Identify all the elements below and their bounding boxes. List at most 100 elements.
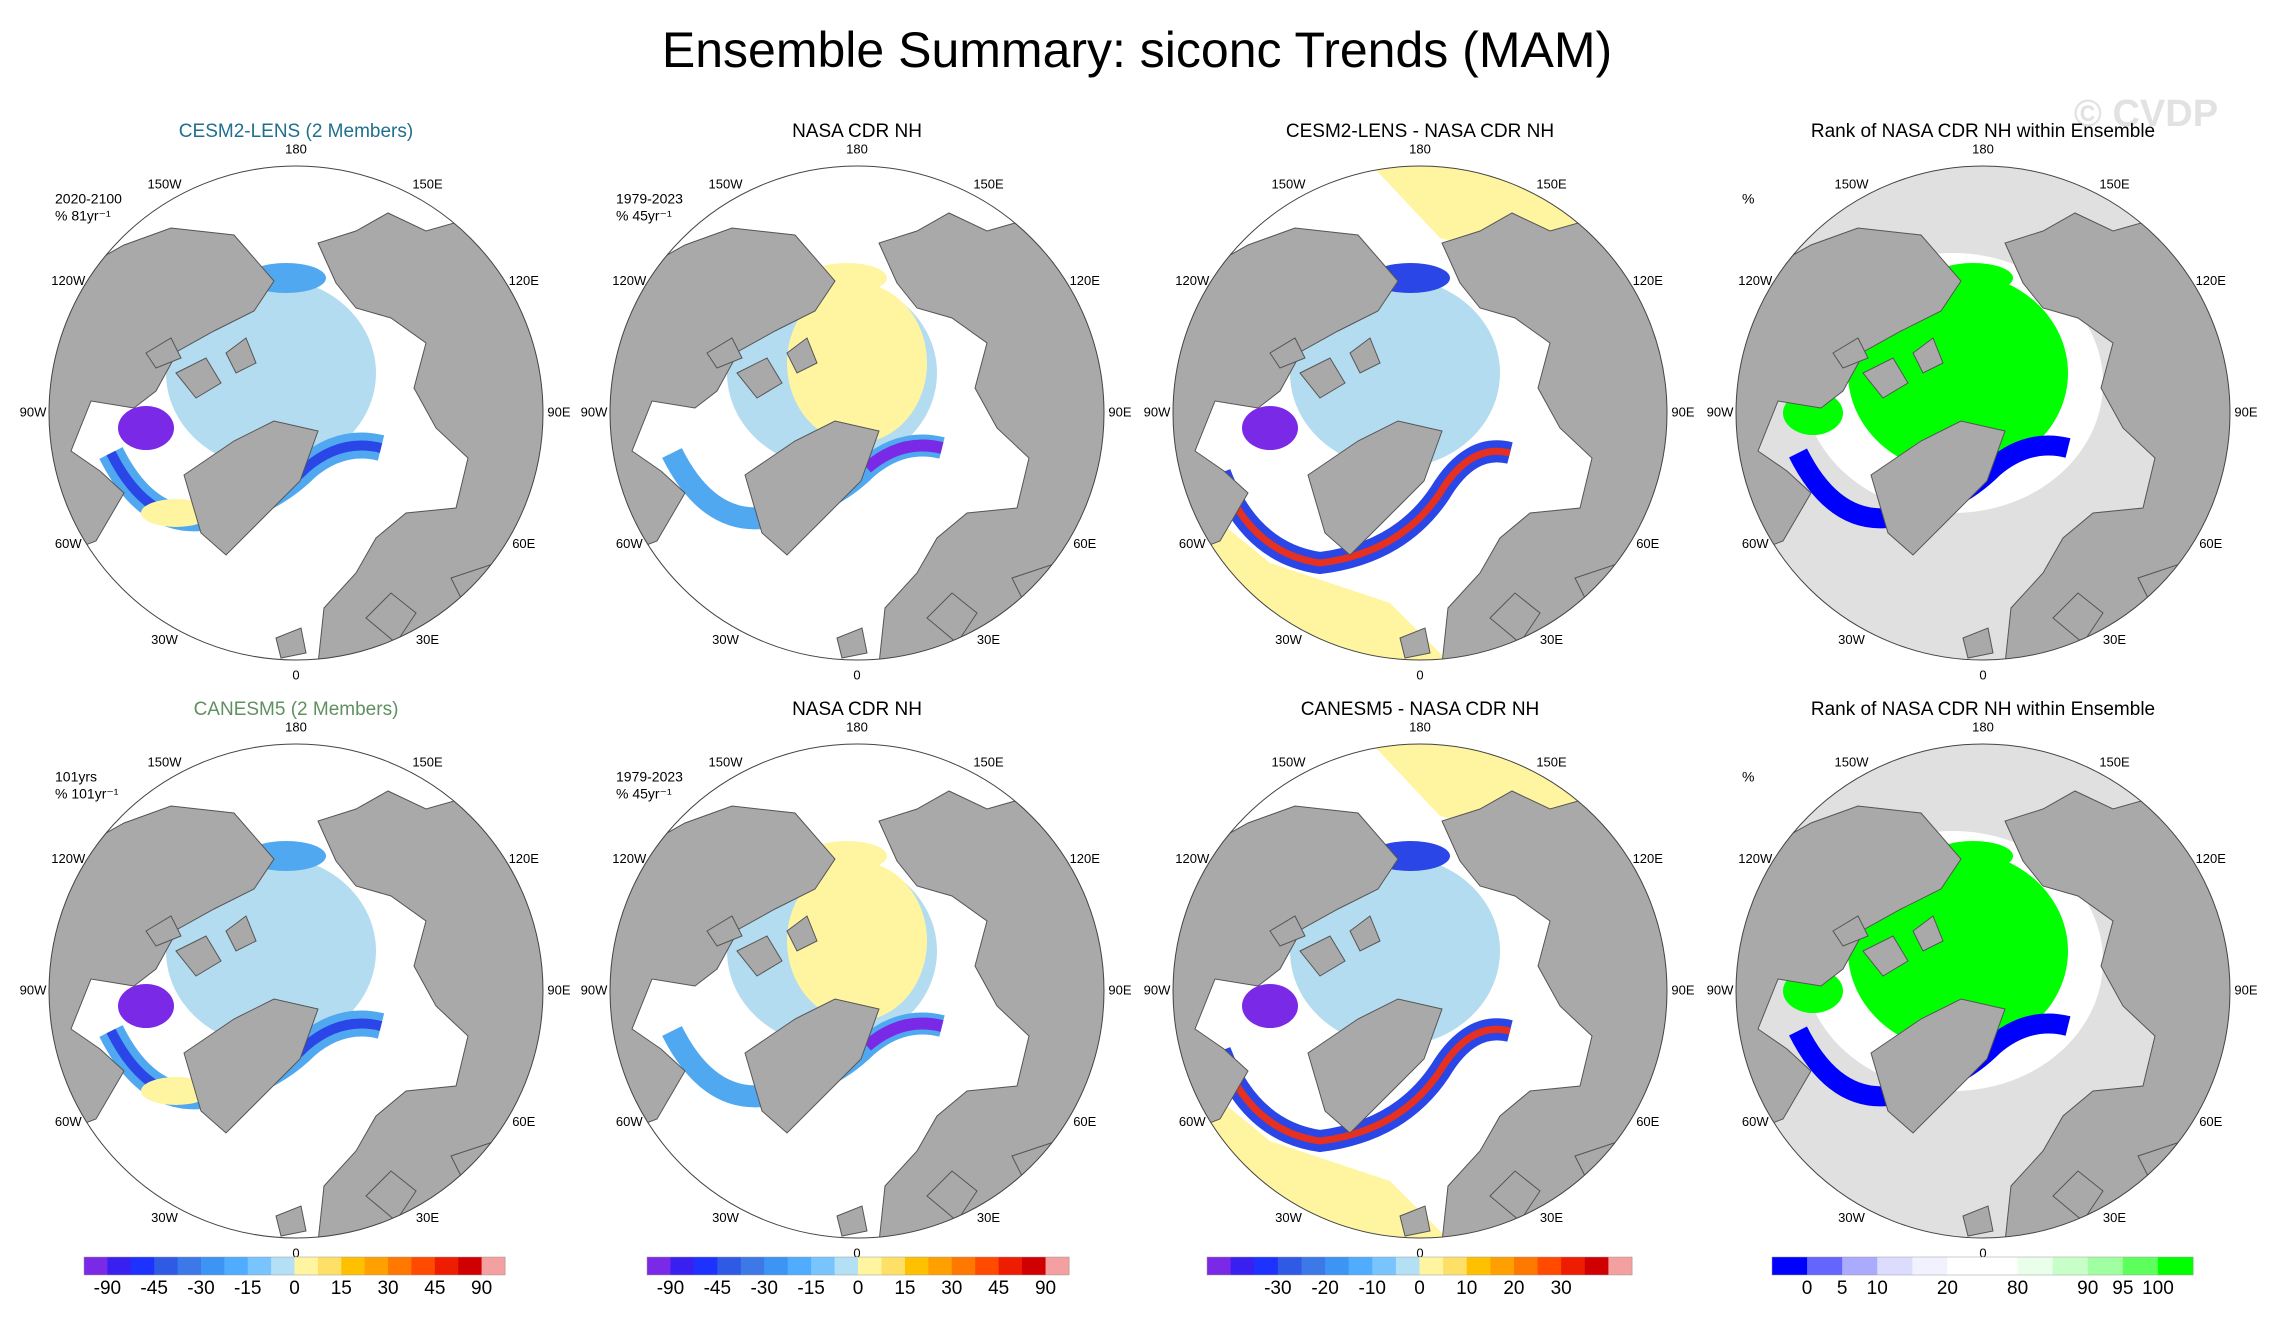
longitude-label: 120W bbox=[1738, 273, 1773, 288]
longitude-label: 120E bbox=[1633, 273, 1664, 288]
longitude-label: 150E bbox=[1536, 177, 1567, 192]
colorbar-tick-label: 90 bbox=[1035, 1278, 1056, 1299]
colorbar-tick-label: -45 bbox=[704, 1278, 731, 1299]
colorbar-box bbox=[2122, 1257, 2159, 1275]
colorbar-tick-label: -15 bbox=[797, 1278, 824, 1299]
longitude-label: 30E bbox=[977, 1210, 1000, 1225]
colorbar-frame bbox=[646, 1256, 1070, 1276]
colorbar-box bbox=[740, 1257, 765, 1275]
colorbar-tick-label: -20 bbox=[1311, 1278, 1338, 1299]
longitude-label: 180 bbox=[1409, 719, 1431, 734]
colorbar-tick-label: 95 bbox=[2112, 1278, 2133, 1299]
map-border bbox=[1735, 165, 2231, 661]
longitude-label: 60W bbox=[1742, 536, 1769, 551]
longitude-label: 120E bbox=[1633, 851, 1664, 866]
map-border bbox=[1735, 743, 2231, 1239]
colorbar-box bbox=[1207, 1257, 1232, 1275]
longitude-label: 90W bbox=[581, 982, 608, 997]
longitude-label: 180 bbox=[1972, 719, 1994, 734]
colorbar-box bbox=[1912, 1257, 1948, 1275]
colorbar-box bbox=[1772, 1257, 1808, 1275]
colorbar-tick-label: 15 bbox=[331, 1278, 352, 1299]
colorbar-tick-label: 0 bbox=[853, 1278, 864, 1299]
longitude-label: 60E bbox=[1073, 536, 1096, 551]
colorbar-box bbox=[1348, 1257, 1373, 1275]
colorbar-tick-label: -90 bbox=[657, 1278, 684, 1299]
panel-annotation: 1979-2023 bbox=[616, 769, 683, 785]
colorbar-tick-label: 20 bbox=[1503, 1278, 1524, 1299]
colorbar-box bbox=[1561, 1257, 1586, 1275]
longitude-label: 90W bbox=[1707, 404, 1734, 419]
colorbar-box bbox=[1877, 1257, 1913, 1275]
longitude-label: 120E bbox=[509, 273, 540, 288]
colorbar-box bbox=[1537, 1257, 1562, 1275]
longitude-label: 60E bbox=[2199, 1114, 2222, 1129]
colorbar-box bbox=[717, 1257, 742, 1275]
colorbar-box bbox=[1513, 1257, 1539, 1275]
longitude-label: 30W bbox=[1838, 1210, 1865, 1225]
longitude-label: 60W bbox=[1179, 1114, 1206, 1129]
longitude-label: 150E bbox=[2099, 755, 2130, 770]
colorbar-box bbox=[1301, 1257, 1326, 1275]
colorbar-box bbox=[1608, 1257, 1633, 1275]
longitude-label: 120W bbox=[1738, 851, 1773, 866]
panel-annotation: % bbox=[1742, 191, 1754, 207]
panel-title: CANESM5 (2 Members) bbox=[194, 699, 399, 720]
colorbar-box bbox=[1395, 1257, 1420, 1275]
map-border bbox=[48, 165, 544, 661]
colorbar-box bbox=[224, 1257, 249, 1275]
colorbar-box bbox=[951, 1257, 976, 1275]
colorbar-box bbox=[693, 1257, 718, 1275]
longitude-label: 60W bbox=[1742, 1114, 1769, 1129]
longitude-label: 90W bbox=[20, 404, 47, 419]
longitude-label: 0 bbox=[1416, 667, 1423, 682]
longitude-label: 30E bbox=[1540, 632, 1563, 647]
longitude-label: 150E bbox=[412, 755, 443, 770]
colorbar-box bbox=[388, 1257, 412, 1275]
map-border bbox=[1172, 165, 1668, 661]
longitude-label: 150W bbox=[1272, 755, 1307, 770]
longitude-label: 0 bbox=[853, 1245, 860, 1260]
longitude-label: 180 bbox=[285, 719, 307, 734]
longitude-label: 90W bbox=[581, 404, 608, 419]
longitude-label: 150E bbox=[412, 177, 443, 192]
sea-ice-trend bbox=[1242, 406, 1298, 450]
panel-annotation: 2020-2100 bbox=[55, 191, 122, 207]
colorbar-tick-label: -45 bbox=[140, 1278, 167, 1299]
colorbar-box bbox=[200, 1257, 225, 1275]
panel-annotation: 1979-2023 bbox=[616, 191, 683, 207]
colorbar-box bbox=[1443, 1257, 1468, 1275]
longitude-label: 90E bbox=[1671, 404, 1694, 419]
colorbar-box bbox=[434, 1257, 459, 1275]
longitude-label: 30E bbox=[1540, 1210, 1563, 1225]
longitude-label: 150E bbox=[2099, 177, 2130, 192]
colorbar-box bbox=[764, 1257, 789, 1275]
colorbar-tick-label: 80 bbox=[2007, 1278, 2028, 1299]
colorbar-tick-label: 10 bbox=[1867, 1278, 1888, 1299]
longitude-label: 150W bbox=[709, 755, 744, 770]
longitude-label: 60E bbox=[512, 536, 535, 551]
longitude-label: 30W bbox=[151, 632, 178, 647]
longitude-label: 90E bbox=[1108, 404, 1131, 419]
longitude-label: 120W bbox=[51, 273, 86, 288]
longitude-label: 30E bbox=[416, 1210, 439, 1225]
longitude-label: 0 bbox=[853, 667, 860, 682]
colorbar-tick-label: 30 bbox=[1551, 1278, 1572, 1299]
polar-map bbox=[49, 166, 543, 660]
colorbar-tick-label: 20 bbox=[1937, 1278, 1958, 1299]
colorbar-box bbox=[881, 1257, 906, 1275]
colorbar-tick-label: -90 bbox=[94, 1278, 121, 1299]
colorbar-box bbox=[1230, 1257, 1255, 1275]
colorbar-box bbox=[1022, 1257, 1047, 1275]
longitude-label: 150W bbox=[148, 177, 183, 192]
colorbar-box bbox=[647, 1257, 671, 1275]
longitude-label: 60W bbox=[1179, 536, 1206, 551]
polar-map bbox=[49, 744, 543, 1238]
colorbar-box bbox=[1842, 1257, 1878, 1275]
longitude-label: 120W bbox=[1175, 851, 1210, 866]
longitude-label: 60W bbox=[55, 1114, 82, 1129]
colorbar-box bbox=[975, 1257, 1000, 1275]
colorbar-tick-label: -15 bbox=[234, 1278, 261, 1299]
map-border bbox=[609, 165, 1105, 661]
longitude-label: 90W bbox=[1707, 982, 1734, 997]
